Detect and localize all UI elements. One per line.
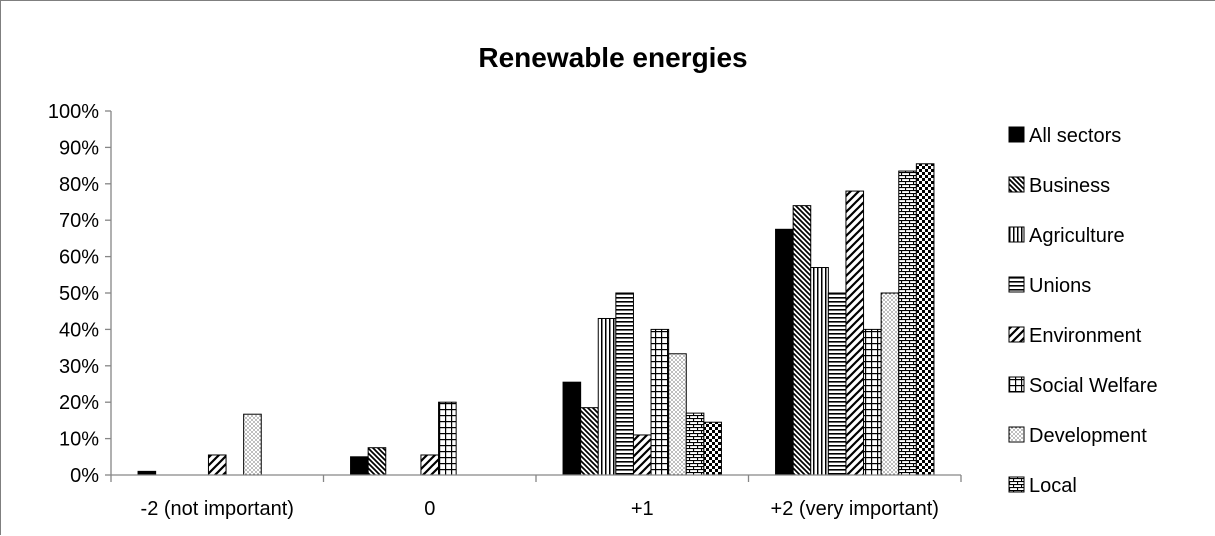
y-tick-label: 90% bbox=[59, 137, 99, 159]
bar-checker-3 bbox=[915, 163, 935, 476]
bar-diag-wide-0 bbox=[207, 454, 227, 476]
x-tick-label: 0 bbox=[424, 498, 435, 520]
bar-solid-1 bbox=[350, 456, 369, 476]
bar-diag-wide-1 bbox=[420, 454, 440, 476]
bar-diag-wide-2 bbox=[632, 434, 652, 476]
legend-swatch bbox=[1008, 276, 1025, 293]
legend-label: All sectors bbox=[1029, 125, 1121, 147]
bar-diag-wide-3 bbox=[845, 190, 865, 476]
bar-dots-0 bbox=[243, 413, 262, 476]
y-tick-label: 40% bbox=[59, 319, 99, 341]
bar-grid-2 bbox=[650, 328, 670, 476]
legend-label: Social Welfare bbox=[1029, 375, 1158, 397]
legend-swatch bbox=[1008, 326, 1025, 343]
bar-diag-back-3 bbox=[792, 205, 812, 476]
legend-label: Business bbox=[1029, 175, 1110, 197]
legend-label: Unions bbox=[1029, 275, 1091, 297]
bar-brick-2 bbox=[685, 412, 705, 476]
y-tick-label: 30% bbox=[59, 356, 99, 378]
y-tick-label: 50% bbox=[59, 283, 99, 305]
legend-label: Agriculture bbox=[1029, 225, 1125, 247]
legend-swatch bbox=[1008, 226, 1025, 243]
bar-diag-back-2 bbox=[580, 407, 599, 476]
legend-swatch bbox=[1008, 476, 1025, 493]
y-tick-label: 10% bbox=[59, 429, 99, 451]
bar-vertical-2 bbox=[597, 317, 617, 476]
x-axis: -2 (not important) 0 +1 +2 (very important) bbox=[110, 474, 962, 520]
legend-label: Development bbox=[1029, 425, 1147, 447]
legend-label: Environment bbox=[1029, 325, 1142, 347]
bar-dots-2 bbox=[668, 353, 687, 476]
bar-horizontal-3 bbox=[827, 292, 847, 476]
bar-brick-3 bbox=[898, 170, 917, 476]
x-tick-label: -2 (not important) bbox=[141, 498, 294, 520]
y-tick-label: 100% bbox=[48, 101, 99, 123]
y-tick-label: 20% bbox=[59, 392, 99, 414]
bar-diag-back-1 bbox=[367, 447, 387, 476]
y-axis: 0% 10% 20% 30% 40% 50% 60% 70% 80% 90% 100% bbox=[48, 101, 112, 487]
legend-swatch bbox=[1008, 426, 1025, 443]
bar-solid-3 bbox=[775, 228, 794, 476]
bar-dots-3 bbox=[880, 292, 900, 476]
y-tick-label: 80% bbox=[59, 174, 99, 196]
y-tick-label: 60% bbox=[59, 247, 99, 269]
x-tick-label: +1 bbox=[631, 498, 654, 520]
bar-grid-1 bbox=[438, 401, 457, 476]
legend: All sectors Business Agriculture Unions Envi… bbox=[1008, 125, 1158, 497]
legend-swatch bbox=[1008, 176, 1025, 193]
bar-vertical-3 bbox=[810, 267, 829, 476]
legend-swatch bbox=[1008, 376, 1025, 393]
bar-solid-2 bbox=[562, 381, 582, 476]
bar-horizontal-2 bbox=[615, 292, 634, 476]
bar-grid-3 bbox=[863, 328, 882, 476]
chart-title: Renewable energies bbox=[478, 42, 747, 73]
legend-label: Local bbox=[1029, 475, 1077, 497]
legend-swatch bbox=[1008, 126, 1025, 143]
bar-checker-2 bbox=[703, 421, 722, 476]
x-tick-label: +2 (very important) bbox=[771, 498, 939, 520]
y-tick-label: 0% bbox=[70, 465, 99, 487]
y-tick-label: 70% bbox=[59, 210, 99, 232]
bars bbox=[137, 163, 935, 476]
